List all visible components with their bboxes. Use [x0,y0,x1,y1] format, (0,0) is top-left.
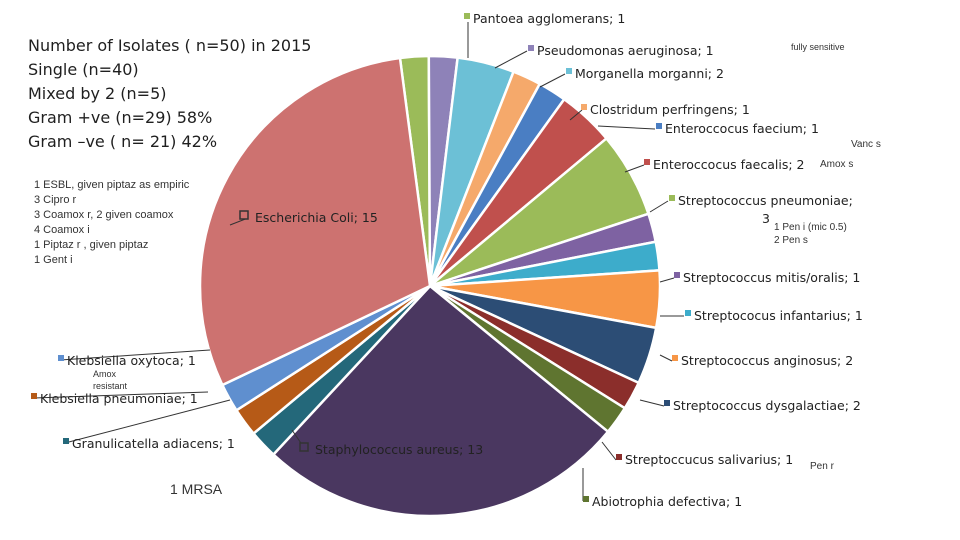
note-line: 1 ESBL, given piptaz as empiric [34,179,190,191]
leader-line [649,200,669,213]
legend-marker [31,393,37,399]
slice-label: Clostridum perfringens; 1 [590,102,750,117]
leader-line [494,50,528,69]
legend-marker [239,210,249,220]
header-line: Gram –ve ( n= 21) 42% [28,132,218,151]
leader-line [539,73,566,88]
pie-slice [198,56,432,387]
legend-marker [644,159,650,165]
leader-line [59,349,211,361]
leader-line [33,391,209,399]
leader-line [601,441,617,461]
slice-label: Pantoea agglomerans; 1 [473,11,625,26]
legend-marker [63,438,69,444]
chart-header: Number of Isolates ( n=50) in 2015 Singl… [28,34,311,154]
slice-label: Streptococcus dysgalactiae; 2 [673,398,861,413]
note-line: 1 Gent i [34,254,73,266]
leader-line [624,164,645,173]
legend-marker [656,123,662,129]
slice-label: Escherichia Coli; 15 [255,210,378,225]
header-line: Mixed by 2 (n=5) [28,84,167,103]
fully-sensitive-note: fully sensitive [791,42,845,52]
leader-line [597,125,656,130]
legend-marker [664,400,670,406]
note-line: 3 Coamox r, 2 given coamox [34,209,174,221]
slice-label: Enteroccocus faecium; 1 [665,121,819,136]
legend-marker [299,442,309,452]
legend-marker [464,13,470,19]
vanc-s-note: Vanc s [851,139,881,150]
legend-marker [669,195,675,201]
legend-marker [616,454,622,460]
pen-s-note: 2 Pen s [774,235,808,246]
slice-label: Staphylococcus aureus; 13 [315,442,483,457]
amox-resistant-note-line2: resistant [93,381,128,391]
slice-label: Streptococcus anginosus; 2 [681,353,853,368]
header-line: Single (n=40) [28,60,139,79]
header-line: Number of Isolates ( n=50) in 2015 [28,36,312,55]
legend-marker [583,496,589,502]
slice-label: Streptococcus pneumoniae; 3 [678,193,853,226]
slice-label: Enteroccocus faecalis; 2 [653,157,804,172]
note-line: 1 Piptaz r , given piptaz [34,239,149,251]
slice-label: Morganella morganni; 2 [575,66,724,81]
slice-label: Klebsiella oxytoca; 1 [67,353,196,368]
slice-label: Streptoccucus salivarius; 1 [625,452,793,467]
header-line: Gram +ve (n=29) 58% [28,108,213,127]
pen-i-note: 1 Pen i (mic 0.5) [774,222,847,233]
leader-line [659,277,675,283]
legend-marker [566,68,572,74]
legend-marker [672,355,678,361]
pie-slice [271,284,610,518]
leader-line [639,399,665,407]
leader-line [569,109,583,121]
slice-label: Pseudomonas aeruginosa; 1 [537,43,714,58]
slice-label: Klebsiella pneumoniae; 1 [40,391,198,406]
note-line: 3 Cipro r [34,194,77,206]
slice-label: Abiotrophia defectiva; 1 [592,494,742,509]
legend-marker [674,272,680,278]
amox-s-note: Amox s [820,159,854,170]
leader-line [659,354,673,362]
slice-label: Granulicatella adiacens; 1 [72,436,235,451]
mrsa-note: 1 MRSA [170,481,223,497]
amox-resistant-note-line1: Amox [93,369,117,379]
pen-r-note: Pen r [810,461,834,472]
leader-line [64,399,231,444]
legend-marker [581,104,587,110]
note-line: 4 Coamox i [34,224,90,236]
slice-label: Streptococcus mitis/oralis; 1 [683,270,860,285]
legend-marker [528,45,534,51]
legend-marker [685,310,691,316]
legend-marker [58,355,64,361]
slice-label: Streptococus infantarius; 1 [694,308,863,323]
ecoli-resistance-note: 1 ESBL, given piptaz as empiric 3 Cipro … [34,178,189,268]
